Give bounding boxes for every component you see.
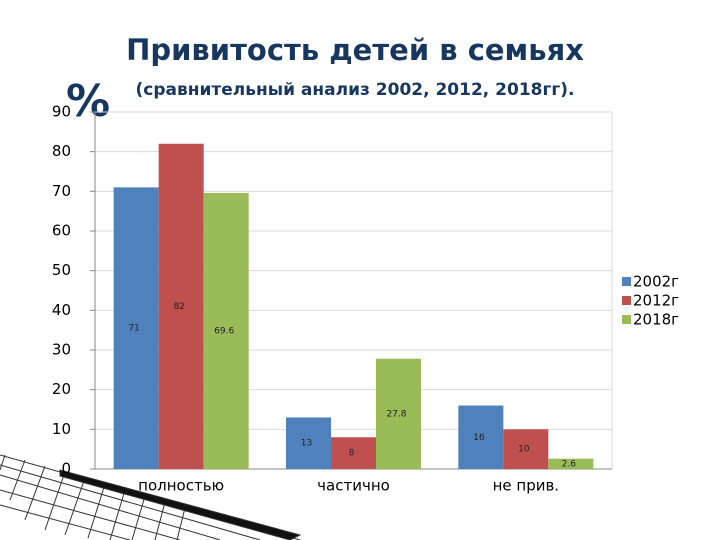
value-label: 8 — [349, 449, 355, 459]
x-tick-label: частично — [317, 477, 390, 495]
x-tick-label: полностью — [138, 477, 224, 495]
legend-label: 2002г — [633, 273, 679, 291]
y-tick-label: 30 — [52, 341, 71, 359]
bar — [331, 437, 376, 469]
bar — [286, 417, 331, 469]
value-label: 69.6 — [214, 326, 234, 336]
y-tick-label: 50 — [52, 261, 71, 279]
legend-swatch — [622, 277, 631, 286]
value-label: 13 — [301, 439, 312, 449]
value-label: 10 — [518, 445, 530, 455]
bar — [548, 458, 594, 469]
x-tick-label: не прив. — [493, 477, 560, 495]
y-tick-label: 0 — [61, 460, 71, 478]
bar — [376, 358, 421, 469]
value-label: 16 — [473, 433, 485, 443]
value-label: 71 — [128, 324, 139, 334]
bar — [113, 187, 159, 469]
y-tick-label: 70 — [52, 182, 71, 200]
value-label: 82 — [173, 302, 184, 312]
y-tick-label: 90 — [52, 103, 71, 121]
y-tick-label: 20 — [52, 380, 71, 398]
value-label: 27.8 — [386, 409, 406, 419]
y-axis-label: % — [66, 76, 110, 127]
legend-label: 2012г — [633, 292, 679, 310]
chart-title: Привитость детей в семьях — [126, 33, 584, 67]
y-tick-label: 80 — [52, 142, 71, 160]
legend-swatch — [622, 296, 631, 305]
bar — [503, 429, 549, 469]
legend-swatch — [622, 315, 631, 324]
y-tick-label: 10 — [52, 420, 71, 438]
bar — [458, 405, 504, 469]
y-tick-label: 40 — [52, 301, 71, 319]
bar — [158, 143, 204, 469]
value-label: 2.6 — [562, 459, 577, 469]
y-tick-label: 60 — [52, 222, 71, 240]
bar — [203, 192, 249, 470]
legend-label: 2018г — [633, 311, 679, 329]
decoration — [0, 454, 302, 540]
chart-subtitle: (сравнительный анализ 2002, 2012, 2018гг… — [136, 80, 575, 100]
